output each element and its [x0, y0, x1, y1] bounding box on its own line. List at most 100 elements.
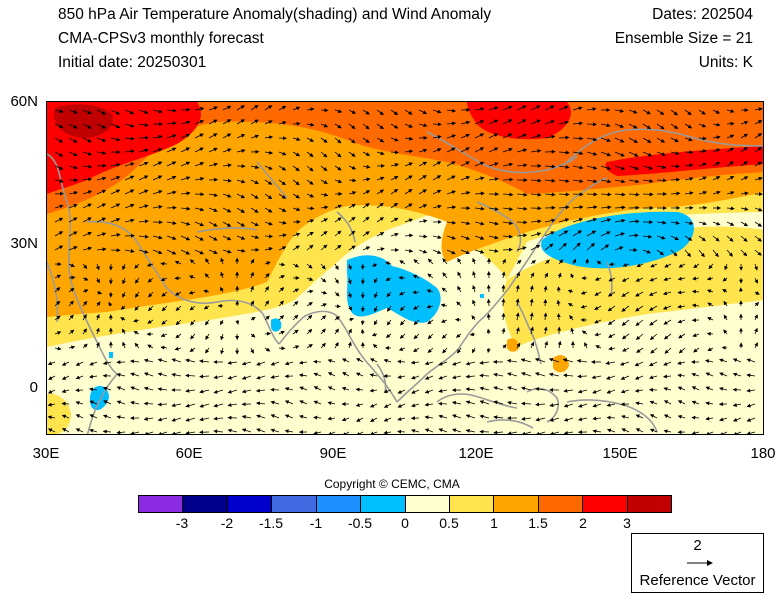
wind-arrow	[284, 429, 294, 434]
wind-arrow	[732, 403, 742, 407]
wind-arrow	[180, 235, 191, 241]
wind-arrow	[369, 373, 378, 378]
wind-arrow	[432, 148, 442, 153]
wind-arrow	[138, 109, 149, 114]
wind-arrow	[96, 277, 100, 284]
wind-arrow	[424, 402, 434, 407]
wind-arrow	[185, 358, 196, 363]
wind-arrow	[578, 403, 588, 408]
wind-arrow	[208, 235, 218, 241]
wind-arrow	[558, 242, 567, 251]
wind-arrow	[399, 291, 406, 296]
wind-arrow	[548, 357, 560, 363]
wind-arrow	[549, 403, 560, 408]
wind-arrow	[61, 375, 70, 380]
wind-arrow	[371, 262, 378, 267]
wind-arrow	[677, 414, 686, 419]
wind-arrow	[479, 373, 490, 378]
wind-arrow	[143, 416, 154, 421]
wind-arrow	[670, 137, 679, 142]
wind-arrow	[572, 165, 584, 170]
wind-arrow	[334, 165, 342, 171]
wind-arrow	[529, 312, 534, 321]
wind-arrow	[385, 333, 392, 338]
wind-arrow	[284, 361, 294, 366]
wind-arrow	[520, 358, 532, 363]
wind-arrow	[418, 189, 427, 195]
wind-arrow	[362, 190, 371, 195]
wind-arrow	[327, 416, 336, 421]
wind-arrow	[516, 119, 527, 125]
wind-arrow	[622, 347, 630, 352]
wind-arrow	[441, 333, 448, 339]
wind-arrow	[241, 414, 252, 419]
wind-arrow	[664, 263, 672, 268]
colorbar-label: 0	[401, 515, 409, 531]
wind-arrow	[446, 175, 456, 181]
wind-arrow	[456, 301, 462, 307]
wind-arrow	[474, 147, 485, 153]
wind-arrow	[278, 315, 285, 321]
wind-arrow	[264, 105, 273, 111]
wind-arrow	[446, 108, 457, 113]
wind-arrow	[143, 431, 154, 434]
wind-arrow	[684, 163, 694, 168]
wind-arrow	[278, 233, 287, 238]
wind-arrow	[576, 359, 588, 363]
wind-arrow	[404, 233, 414, 238]
wind-arrow	[320, 315, 327, 321]
wind-arrow	[412, 290, 420, 295]
wind-arrow	[96, 137, 107, 142]
colorbar-swatch	[361, 496, 406, 512]
wind-arrow	[404, 218, 414, 223]
wind-arrow	[255, 388, 266, 393]
wind-arrow	[264, 347, 271, 352]
wind-arrow	[342, 372, 350, 377]
wind-arrow	[474, 249, 485, 254]
wind-arrow	[348, 123, 356, 130]
reference-vector-legend: 2 Reference Vector	[631, 533, 764, 593]
wind-arrow	[486, 328, 491, 335]
wind-arrow	[460, 190, 471, 195]
wind-arrow	[663, 319, 672, 325]
wind-arrow	[152, 249, 163, 255]
wind-arrow	[712, 221, 721, 226]
wind-arrow	[572, 217, 584, 223]
wind-arrow	[68, 151, 78, 157]
wind-arrow	[586, 205, 598, 210]
wind-arrow	[452, 414, 462, 419]
wind-arrow	[586, 242, 596, 251]
wind-arrow	[334, 263, 339, 270]
wind-arrow	[54, 331, 62, 335]
wind-arrow	[96, 203, 107, 209]
wind-arrow	[698, 136, 707, 141]
wind-arrow	[754, 207, 763, 212]
wind-arrow	[656, 137, 666, 143]
wind-arrow	[75, 401, 84, 405]
wind-arrow	[390, 150, 400, 155]
wind-arrow	[722, 289, 728, 293]
wind-arrow	[255, 401, 266, 406]
wind-arrow	[712, 176, 721, 181]
wind-arrow	[82, 190, 93, 195]
wind-arrow	[642, 192, 654, 197]
wind-arrow	[586, 151, 598, 156]
wind-arrow	[306, 244, 314, 251]
wind-arrow	[160, 261, 168, 266]
wind-arrow	[570, 327, 575, 335]
wind-arrow	[479, 386, 490, 391]
wind-arrow	[670, 220, 680, 225]
wind-arrow	[110, 176, 121, 181]
wind-arrow	[726, 176, 735, 181]
wind-arrow	[306, 193, 315, 198]
wind-arrow	[501, 271, 506, 279]
wind-arrow	[530, 192, 542, 197]
wind-arrow	[530, 178, 542, 183]
wind-arrow	[157, 431, 168, 434]
wind-arrow	[110, 137, 121, 142]
wind-arrow	[138, 219, 149, 224]
wind-arrow	[278, 220, 287, 225]
wind-arrow	[68, 287, 75, 293]
wind-arrow	[572, 242, 581, 251]
wind-arrow	[96, 189, 107, 195]
